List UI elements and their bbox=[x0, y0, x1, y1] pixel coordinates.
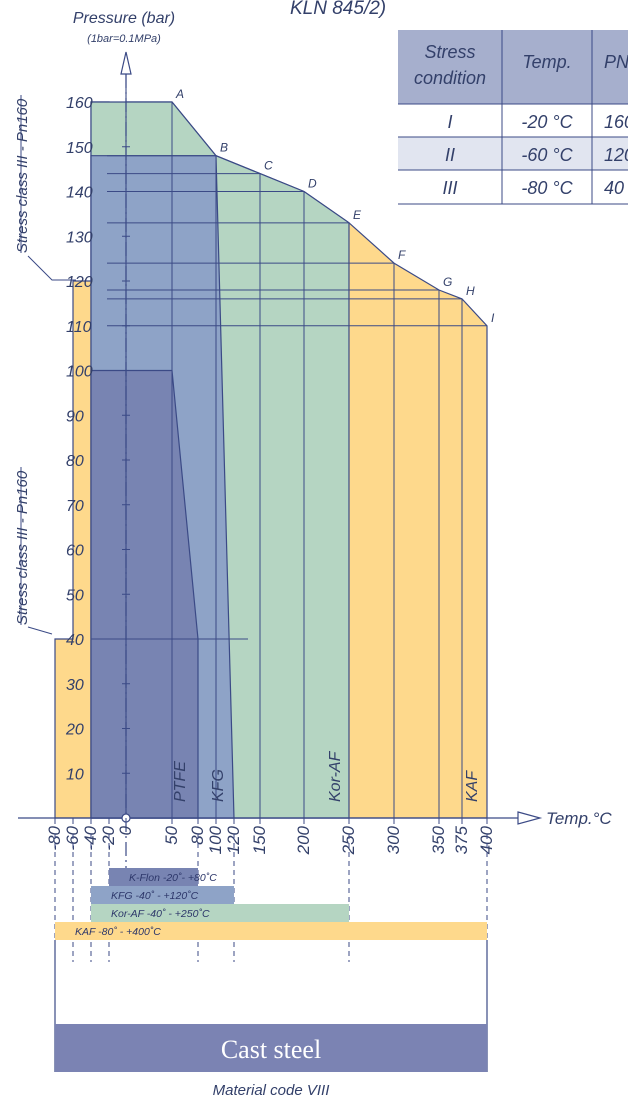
side-label-stress-class: Stress class III - Pn160 bbox=[14, 98, 31, 253]
point-label-a: A bbox=[175, 87, 184, 101]
y-tick-label: 100 bbox=[66, 364, 93, 381]
table-header-condition: Stress bbox=[424, 42, 475, 62]
range-bar-label: Kor-AF -40˚ - +250˚C bbox=[111, 908, 210, 920]
range-bar bbox=[55, 922, 487, 940]
point-label-h: H bbox=[466, 284, 475, 298]
side-label-leader bbox=[27, 626, 53, 635]
y-tick-label: 150 bbox=[66, 140, 93, 157]
range-bar-label: KAF -80˚ - +400˚C bbox=[75, 926, 161, 938]
x-axis-title: Temp.°C bbox=[546, 809, 612, 828]
x-tick-label: 50 bbox=[162, 825, 181, 844]
x-tick-label: 400 bbox=[477, 825, 496, 854]
point-label-f: F bbox=[398, 248, 406, 262]
point-label-i: I bbox=[491, 311, 495, 325]
range-bar bbox=[91, 886, 234, 904]
point-label-e: E bbox=[353, 208, 362, 222]
x-tick-label: 350 bbox=[429, 825, 448, 854]
series-label-kfg: KFG bbox=[210, 769, 227, 802]
table-header-bg bbox=[398, 30, 628, 104]
y-tick-label: 60 bbox=[66, 543, 84, 560]
material-label: Cast steel bbox=[221, 1035, 321, 1064]
point-label-d: D bbox=[308, 177, 317, 191]
y-axis-subtitle: (1bar=0.1MPa) bbox=[87, 33, 161, 45]
y-tick-label: 90 bbox=[66, 408, 84, 425]
stress-table: Stress condition Temp. PN I -20 °C 160 II -60 °C… bbox=[398, 30, 628, 205]
range-bar bbox=[109, 868, 198, 886]
table-cell-temp: -20 °C bbox=[521, 112, 573, 132]
table-cell-condition: III bbox=[442, 178, 457, 198]
x-tick-label: 0 bbox=[116, 825, 135, 835]
y-tick-label: 10 bbox=[66, 766, 84, 783]
material-code: Material code VIII bbox=[213, 1082, 330, 1099]
x-tick-label: 200 bbox=[294, 825, 313, 855]
y-tick-label: 80 bbox=[66, 453, 84, 470]
table-cell-pn: 40 bbox=[604, 178, 624, 198]
y-tick-label: 20 bbox=[65, 722, 84, 739]
y-tick-label: 30 bbox=[66, 677, 84, 694]
range-bar-label: KFG -40˚ - +120˚C bbox=[111, 890, 199, 902]
table-header-temp: Temp. bbox=[522, 52, 571, 72]
table-cell-condition: I bbox=[447, 112, 452, 132]
x-tick-label: 250 bbox=[339, 825, 358, 855]
range-bar bbox=[91, 904, 349, 922]
table-alt-row-bg bbox=[398, 137, 628, 170]
side-label-leader bbox=[27, 255, 76, 281]
table-cell-pn: 160 bbox=[604, 112, 628, 132]
y-axis-arrow-icon bbox=[120, 51, 132, 75]
point-label-c: C bbox=[264, 159, 273, 173]
table-cell-pn: 120 bbox=[604, 145, 628, 165]
table-cell-temp: -80 °C bbox=[521, 178, 573, 198]
range-bar-label: K-Flon -20˚- +80˚C bbox=[129, 872, 217, 884]
x-tick-label: 300 bbox=[384, 825, 403, 854]
series-group bbox=[54, 101, 488, 819]
y-tick-label: 70 bbox=[66, 498, 84, 515]
y-axis-title: Pressure (bar) bbox=[73, 10, 175, 27]
y-tick-label: 160 bbox=[66, 95, 93, 112]
series-label-ptfe: PTFE bbox=[172, 761, 189, 802]
point-label-b: B bbox=[220, 141, 228, 155]
x-tick-label: 100 bbox=[206, 825, 225, 854]
chart-title: KLN 845/2) bbox=[290, 0, 386, 19]
y-tick-label: 140 bbox=[66, 185, 93, 202]
y-tick-label: 110 bbox=[66, 319, 92, 336]
table-cell-condition: II bbox=[445, 145, 455, 165]
y-tick-label: 40 bbox=[66, 632, 84, 649]
reference-lines bbox=[91, 101, 488, 818]
y-tick-label: 130 bbox=[66, 229, 93, 246]
y-tick-label: 120 bbox=[66, 274, 93, 291]
series-label-kaf: KAF bbox=[464, 770, 481, 802]
x-tick-label: 150 bbox=[250, 825, 269, 854]
table-header-condition: condition bbox=[414, 68, 486, 88]
x-tick-label: 375 bbox=[452, 825, 471, 854]
series-label-kor-af: Kor-AF bbox=[327, 750, 344, 802]
x-axis-arrow-icon bbox=[517, 811, 543, 825]
point-label-g: G bbox=[443, 275, 452, 289]
table-cell-temp: -60 °C bbox=[521, 145, 573, 165]
side-label-stress-class: Stress class III - Pn160 bbox=[14, 470, 31, 625]
x-tick-label: 120 bbox=[224, 825, 243, 854]
material-bar bbox=[55, 1024, 487, 1072]
y-tick-label: 50 bbox=[66, 587, 84, 604]
table-header-pn: PN bbox=[604, 52, 628, 72]
